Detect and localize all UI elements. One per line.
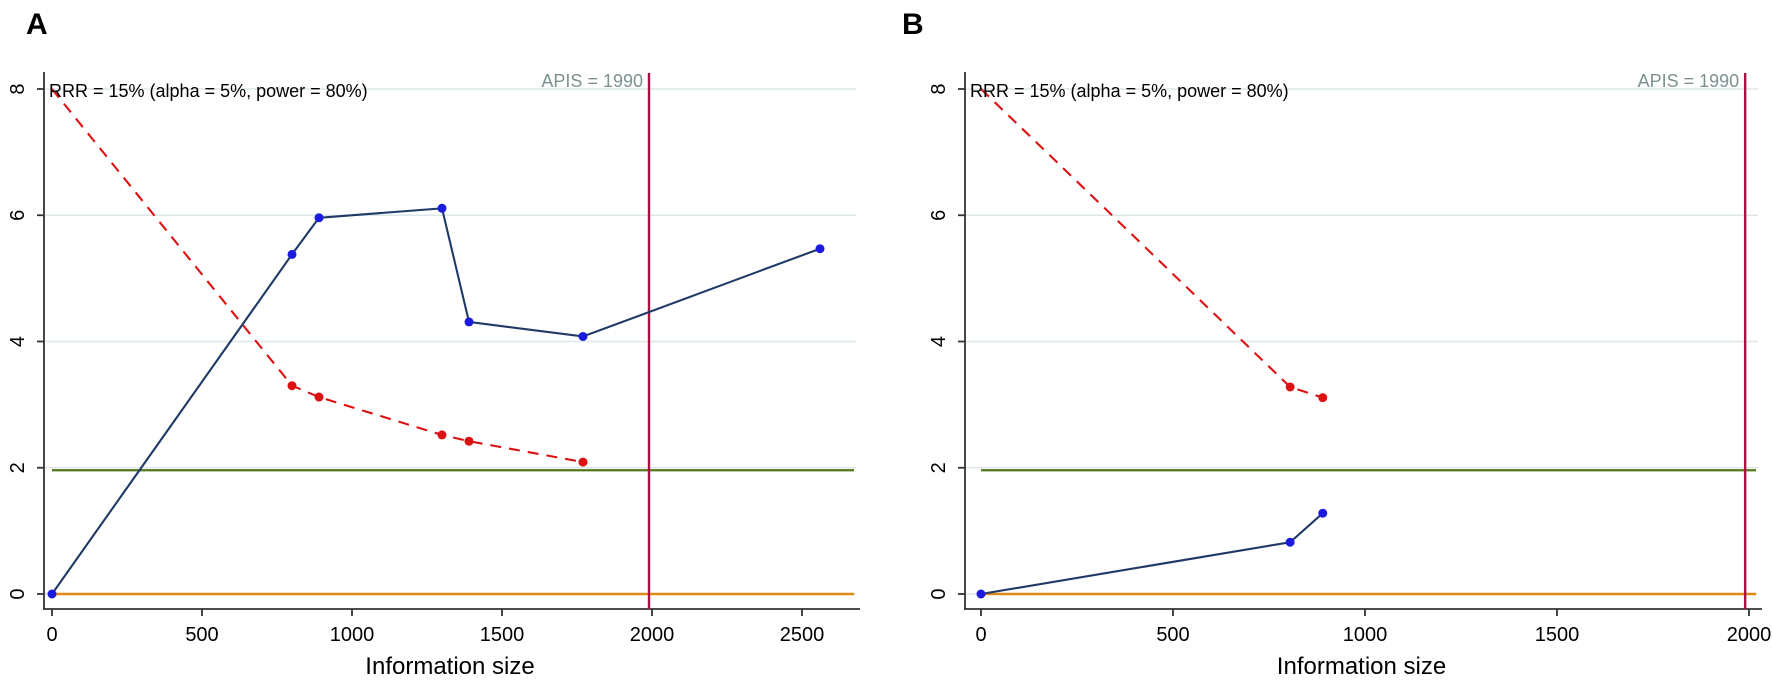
cumulative-z-score-marker [464, 317, 474, 327]
tsa-monitoring-boundary-line [51, 88, 584, 464]
y-tick-label: 2 [928, 462, 950, 473]
cumulative-z-score-marker [437, 203, 447, 213]
cumulative-z-score-marker [47, 589, 57, 599]
cumulative-z-score-marker [314, 213, 324, 223]
y-tick-label: 6 [7, 210, 29, 221]
x-tick-label: 0 [975, 624, 986, 646]
x-tick-label: 2500 [780, 624, 825, 646]
tsa-monitoring-boundary-marker [578, 457, 588, 467]
y-tick-label: 6 [928, 210, 950, 221]
cumulative-z-score-line [980, 512, 1324, 596]
x-axis-title: Information size [1277, 653, 1446, 680]
x-tick-label: 1500 [480, 624, 525, 646]
x-tick-label: 2000 [630, 624, 675, 646]
y-tick-label: 2 [7, 462, 29, 473]
y-tick-label: 0 [7, 588, 29, 599]
x-tick-label: 500 [185, 624, 218, 646]
cumulative-z-score-line [51, 207, 821, 595]
x-tick-label: 2000 [1727, 624, 1772, 646]
x-tick-label: 0 [46, 624, 57, 646]
panel-b-label: B [902, 8, 924, 41]
x-tick-label: 1500 [1535, 624, 1580, 646]
apis-annotation: APIS = 1990 [541, 71, 643, 91]
cumulative-z-score-marker [815, 244, 825, 254]
x-tick-label: 1000 [1343, 624, 1388, 646]
tsa-monitoring-boundary-marker [1285, 382, 1295, 392]
y-tick-label: 8 [7, 83, 29, 94]
y-tick-label: 0 [928, 588, 950, 599]
y-tick-label: 8 [928, 83, 950, 94]
y-tick-label: 4 [928, 336, 950, 347]
panel-b: 0 500 1000 1500 2000 0 2 4 6 8 Information size RRR… [928, 71, 1771, 680]
rrr-annotation: RRR = 15% (alpha = 5%, power = 80%) [49, 81, 368, 101]
cumulative-z-score-marker [976, 589, 986, 599]
cumulative-z-score-marker [1285, 537, 1295, 547]
apis-annotation: APIS = 1990 [1638, 71, 1740, 91]
panel-a: 0 500 1000 1500 2000 2500 0 2 4 6 8 Information siz… [7, 71, 860, 680]
x-tick-label: 1000 [330, 624, 375, 646]
rrr-annotation: RRR = 15% (alpha = 5%, power = 80%) [970, 81, 1289, 101]
tsa-monitoring-boundary-marker [314, 392, 324, 402]
x-tick-label: 500 [1156, 624, 1189, 646]
cumulative-z-score-marker [578, 331, 588, 341]
y-tick-label: 4 [7, 336, 29, 347]
tsa-monitoring-boundary-marker [1318, 393, 1328, 403]
tsa-monitoring-boundary-line [980, 88, 1324, 399]
tsa-monitoring-boundary-marker [464, 436, 474, 446]
tsa-monitoring-boundary-marker [287, 381, 297, 391]
cumulative-z-score-marker [287, 249, 297, 259]
x-axis-title: Information size [365, 653, 534, 680]
panel-a-label: A [26, 8, 48, 41]
cumulative-z-score-marker [1318, 508, 1328, 518]
tsa-monitoring-boundary-marker [437, 430, 447, 440]
